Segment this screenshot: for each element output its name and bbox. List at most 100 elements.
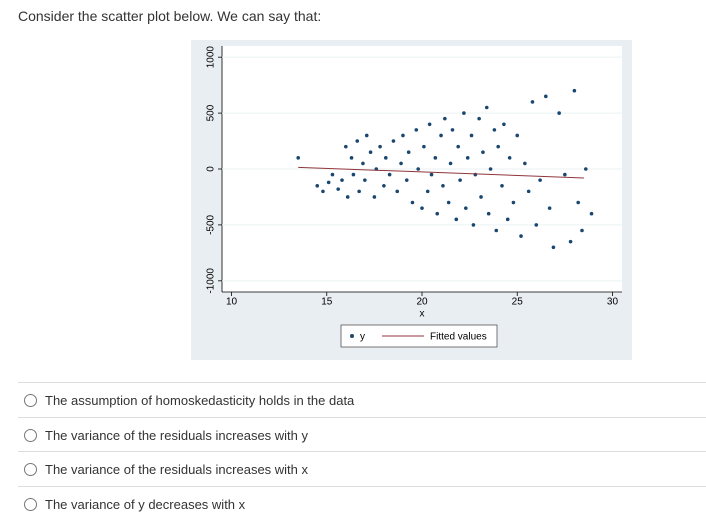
scatter-point: [344, 144, 348, 149]
fitted-line: [298, 166, 584, 179]
option-text: The variance of the residuals increases …: [45, 461, 309, 477]
scatter-point: [422, 144, 426, 149]
scatter-point: [580, 228, 584, 233]
scatter-point: [363, 178, 367, 182]
scatter-point: [391, 139, 396, 143]
scatter-point: [464, 206, 468, 210]
chart: x y Fitted values -1000 -500 0 500 1000 10 15 2…: [191, 40, 632, 360]
scatter-point: [315, 183, 320, 188]
scatter-point: [382, 183, 386, 188]
scatter-point: [492, 128, 497, 132]
scatter-point: [441, 183, 445, 188]
scatter-point: [399, 161, 403, 166]
scatter-point: [416, 167, 420, 171]
legend-marker: [350, 334, 354, 338]
scatter-point: [462, 111, 466, 115]
scatter-point: [486, 211, 491, 216]
scatter-point: [519, 234, 523, 238]
scatter-point: [351, 172, 356, 177]
answer-option[interactable]: The assumption of homoskedasticity holds…: [18, 382, 706, 417]
scatter-point: [448, 161, 453, 166]
scatter-point: [410, 200, 415, 205]
scatter-point: [446, 200, 451, 205]
scatter-point: [296, 156, 300, 160]
scatter-point: [433, 156, 438, 160]
radio-button[interactable]: [24, 497, 37, 511]
scatter-point: [465, 156, 470, 160]
scatter-point: [473, 172, 478, 177]
y-tick-label: 500: [206, 104, 217, 121]
answer-option[interactable]: The variance of the residuals increases …: [18, 451, 706, 486]
scatter-point: [361, 161, 365, 166]
x-tick-label: 10: [226, 297, 238, 308]
scatter-point: [378, 144, 382, 149]
scatter-point: [557, 111, 561, 115]
scatter-point: [321, 189, 325, 194]
scatter-point: [357, 189, 361, 194]
scatter-point: [425, 189, 430, 194]
scatter-point: [484, 105, 489, 110]
scatter-point: [547, 206, 552, 210]
scatter-point: [368, 150, 373, 155]
scatter-point: [530, 100, 535, 104]
radio-button[interactable]: [24, 462, 37, 476]
scatter-point: [589, 211, 594, 216]
scatter-point: [576, 200, 580, 205]
scatter-point: [479, 195, 483, 199]
scatter-point: [469, 133, 474, 138]
scatter-point: [429, 172, 434, 177]
legend-label: Fitted values: [430, 332, 487, 343]
scatter-point: [395, 189, 400, 194]
y-tick-label: -500: [206, 214, 217, 234]
scatter-point: [505, 217, 510, 222]
scatter-point: [515, 133, 520, 138]
option-text: The variance of y decreases with x: [45, 496, 246, 512]
radio-button[interactable]: [24, 428, 37, 442]
option-text: The assumption of homoskedasticity holds…: [45, 392, 355, 408]
scatter-point: [330, 172, 335, 177]
scatter-point: [584, 167, 588, 171]
scatter-point: [572, 88, 577, 93]
scatter-point: [345, 195, 350, 199]
scatter-point: [387, 172, 392, 177]
scatter-point: [406, 150, 411, 155]
scatter-point: [340, 178, 344, 182]
scatter-point: [456, 144, 460, 149]
scatter-point: [551, 245, 556, 250]
scatter-point: [568, 239, 573, 244]
scatter-point: [500, 183, 504, 188]
x-tick-label: 15: [321, 297, 333, 308]
scatter-point: [355, 139, 360, 143]
scatter-point: [364, 133, 369, 138]
x-tick-label: 25: [512, 297, 524, 308]
scatter-point: [372, 195, 377, 199]
x-tick-label: 20: [416, 297, 428, 308]
scatter-point: [477, 116, 481, 121]
scatter-point: [427, 122, 432, 127]
scatter-point: [336, 187, 340, 191]
radio-button[interactable]: [24, 393, 37, 407]
scatter-point: [496, 144, 500, 149]
scatter-point: [511, 200, 516, 205]
scatter-point: [507, 156, 512, 160]
x-tick-label: 30: [607, 297, 619, 308]
scatter-point: [435, 211, 440, 216]
scatter-point: [534, 223, 539, 227]
legend-label: y: [360, 332, 365, 343]
scatter-point: [420, 206, 424, 210]
option-text: The variance of the residuals increases …: [45, 427, 309, 443]
scatter-point: [494, 228, 499, 233]
y-tick-label: -1000: [206, 268, 217, 294]
scatter-point: [538, 178, 542, 182]
scatter-point: [458, 178, 462, 182]
scatter-point: [471, 223, 476, 227]
scatter-point: [481, 150, 485, 155]
scatter-point: [488, 167, 493, 171]
scatter-point: [384, 156, 388, 160]
scatter-point: [439, 133, 443, 138]
scatter-point: [502, 122, 506, 127]
y-tick-label: 1000: [206, 46, 217, 69]
answer-option[interactable]: The variance of the residuals increases …: [18, 417, 706, 452]
answer-option[interactable]: The variance of y decreases with x: [18, 486, 706, 521]
